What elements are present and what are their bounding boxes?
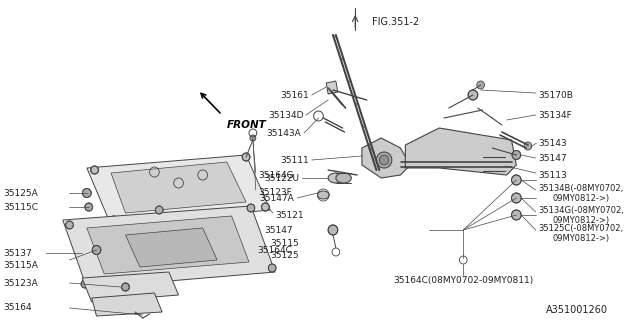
Circle shape xyxy=(122,283,129,291)
Polygon shape xyxy=(63,206,275,288)
Polygon shape xyxy=(87,155,270,225)
Text: 35164C: 35164C xyxy=(257,245,292,254)
Circle shape xyxy=(380,155,389,165)
Polygon shape xyxy=(87,216,249,274)
Text: 09MY0812->): 09MY0812->) xyxy=(552,234,609,243)
Circle shape xyxy=(81,280,89,288)
Text: 35143A: 35143A xyxy=(266,129,301,138)
Text: 35161: 35161 xyxy=(280,91,309,100)
Text: 35115C: 35115C xyxy=(3,203,38,212)
Circle shape xyxy=(92,245,101,254)
Text: 35164: 35164 xyxy=(3,303,31,313)
Circle shape xyxy=(250,135,256,141)
Text: 35123A: 35123A xyxy=(3,278,38,287)
Circle shape xyxy=(160,274,168,282)
Text: 35170B: 35170B xyxy=(538,91,573,100)
Ellipse shape xyxy=(336,173,351,183)
Text: 35125C(-08MY0702,: 35125C(-08MY0702, xyxy=(538,223,623,233)
Text: 35134G(-08MY0702,: 35134G(-08MY0702, xyxy=(538,205,625,214)
Circle shape xyxy=(477,81,484,89)
Text: 35113: 35113 xyxy=(538,171,567,180)
Circle shape xyxy=(268,264,276,272)
Circle shape xyxy=(85,203,93,211)
Circle shape xyxy=(247,204,255,212)
Ellipse shape xyxy=(317,191,329,199)
Circle shape xyxy=(156,206,163,214)
Text: 35111: 35111 xyxy=(280,156,309,164)
Text: 35125: 35125 xyxy=(270,252,299,260)
Polygon shape xyxy=(405,128,516,175)
Circle shape xyxy=(376,152,392,168)
Text: FRONT: FRONT xyxy=(227,120,266,130)
Text: FIG.351-2: FIG.351-2 xyxy=(372,17,419,27)
Circle shape xyxy=(66,221,74,229)
Text: 09MY0812->): 09MY0812->) xyxy=(552,215,609,225)
Text: 35134D: 35134D xyxy=(269,110,304,119)
Text: A351001260: A351001260 xyxy=(546,305,608,315)
Text: 35147: 35147 xyxy=(264,226,292,235)
Text: 35137: 35137 xyxy=(3,249,31,258)
Ellipse shape xyxy=(472,157,493,171)
Circle shape xyxy=(512,150,521,159)
Circle shape xyxy=(511,193,521,203)
Text: 35122U: 35122U xyxy=(264,173,299,182)
Circle shape xyxy=(524,142,532,150)
Text: 35147A: 35147A xyxy=(260,194,294,203)
Text: 35143: 35143 xyxy=(538,139,567,148)
Circle shape xyxy=(83,188,92,197)
Ellipse shape xyxy=(328,173,344,183)
Circle shape xyxy=(468,90,477,100)
Text: 35115A: 35115A xyxy=(3,260,38,269)
Ellipse shape xyxy=(484,157,505,171)
Circle shape xyxy=(110,216,118,224)
Polygon shape xyxy=(326,81,338,94)
Text: 35134F: 35134F xyxy=(538,110,572,119)
Circle shape xyxy=(511,210,521,220)
Circle shape xyxy=(243,153,250,161)
Text: 35123F: 35123F xyxy=(259,188,292,196)
Text: 35147: 35147 xyxy=(538,154,567,163)
Text: 35164G: 35164G xyxy=(259,171,294,180)
Polygon shape xyxy=(82,272,179,302)
Circle shape xyxy=(91,166,99,174)
Circle shape xyxy=(328,225,338,235)
Text: 35164C(08MY0702-09MY0811): 35164C(08MY0702-09MY0811) xyxy=(393,276,533,284)
Text: 35125A: 35125A xyxy=(3,188,38,197)
Polygon shape xyxy=(125,228,217,267)
Polygon shape xyxy=(111,162,246,213)
Text: 35134B(-08MY0702,: 35134B(-08MY0702, xyxy=(538,183,624,193)
Text: 35115: 35115 xyxy=(270,238,299,247)
Circle shape xyxy=(262,203,269,211)
Text: 35121: 35121 xyxy=(275,211,304,220)
Polygon shape xyxy=(92,293,162,316)
Polygon shape xyxy=(362,138,410,178)
Circle shape xyxy=(511,175,521,185)
Text: 09MY0812->): 09MY0812->) xyxy=(552,194,609,203)
